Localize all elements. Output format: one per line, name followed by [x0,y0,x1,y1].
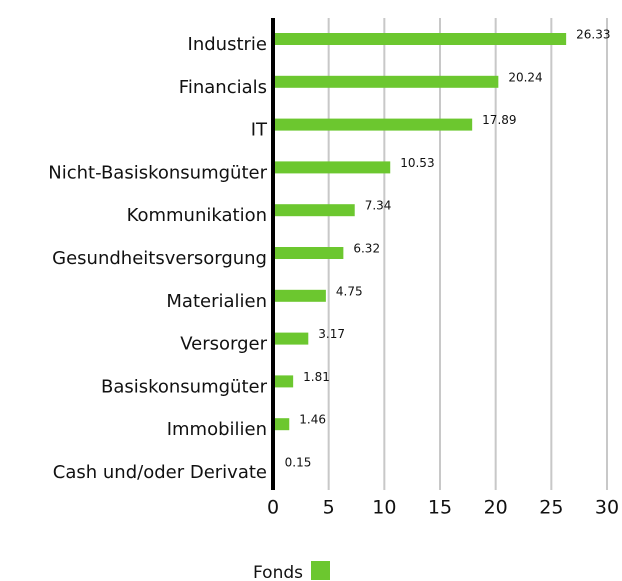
value-label: 26.33 [576,28,610,42]
bar [273,332,309,345]
x-tick-label: 5 [323,497,335,519]
x-tick-label: 15 [428,497,452,519]
y-tick-label: Kommunikation [127,205,267,226]
y-tick-label: Materialien [166,291,267,312]
bar [273,161,391,174]
x-tick-label: 20 [484,497,508,519]
value-label: 10.53 [400,156,434,170]
bar [273,118,473,131]
x-tick-label: 25 [539,497,563,519]
bar [273,204,355,217]
bar [273,289,326,302]
y-tick-label: Industrie [188,34,267,55]
value-label: 6.32 [353,242,380,256]
value-label: 3.17 [318,327,345,341]
value-label: 0.15 [285,456,312,470]
x-tick-label: 0 [267,497,279,519]
y-tick-label: Versorger [180,334,267,355]
bar [273,418,290,431]
legend-label: Fonds [253,563,303,581]
bar [273,75,499,88]
y-tick-label: Immobilien [167,419,267,440]
bar [273,33,567,45]
value-label: 4.75 [336,284,363,298]
value-label: 17.89 [482,113,516,127]
x-tick-label: 30 [595,497,619,519]
value-label: 7.34 [365,199,392,213]
bar [273,375,294,388]
value-label: 1.81 [303,370,330,384]
y-tick-label: Cash und/oder Derivate [53,462,267,483]
y-tick-label: Basiskonsumgüter [101,376,268,397]
legend-swatch [311,561,330,580]
y-tick-label: IT [251,120,268,141]
y-tick-label: Financials [179,77,267,98]
y-tick-label: Nicht-Basiskonsumgüter [48,162,267,183]
bar [273,247,344,259]
value-label: 20.24 [508,70,542,84]
value-label: 1.46 [299,413,326,427]
x-tick-label: 10 [372,497,396,519]
y-tick-label: Gesundheitsversorgung [52,248,267,269]
